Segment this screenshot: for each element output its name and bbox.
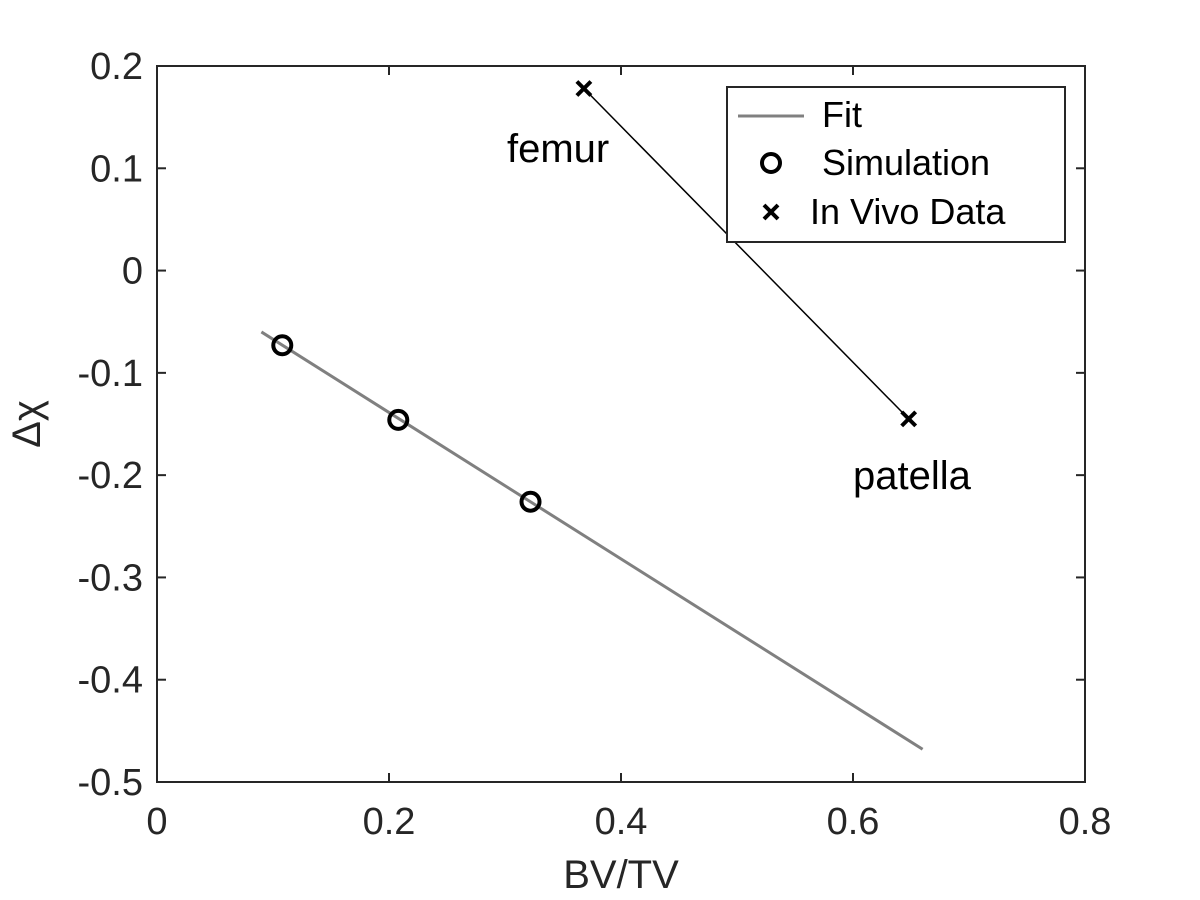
y-tick-label: 0 (122, 251, 143, 293)
y-tick-label: -0.2 (78, 455, 143, 497)
simulation-point (519, 490, 542, 513)
x-tick-label: 0.8 (1059, 801, 1112, 843)
x-tick-label: 0.4 (595, 801, 648, 843)
simulation-point (271, 334, 294, 357)
y-tick-label: -0.4 (78, 660, 143, 702)
y-axis-title: Δχ (5, 400, 49, 448)
tick-labels-layer: 0 0.2 0.4 0.6 0.8 0.2 0.1 0 -0.1 -0.2 -0.3 -0.4 -0.5 (78, 46, 1112, 843)
legend-fit-label: Fit (822, 94, 862, 135)
legend: Fit Simulation In Vivo Data (726, 86, 1066, 243)
x-tick-label: 0.6 (827, 801, 880, 843)
plot-area-frame (156, 65, 1086, 783)
annotation-femur: femur (507, 127, 609, 171)
x-axis-title: BV/TV (563, 853, 679, 897)
y-tick-label: -0.3 (78, 557, 143, 599)
annotation-patella: patella (853, 454, 972, 498)
legend-invivo-swatch (762, 203, 780, 221)
fit-line (260, 330, 924, 751)
legend-simulation-swatch (760, 152, 782, 174)
legend-invivo-label: In Vivo Data (810, 191, 1006, 232)
in-vivo-point (575, 80, 593, 97)
legend-box (726, 86, 1066, 243)
x-tick-label: 0.2 (363, 801, 416, 843)
data-layer (260, 80, 924, 751)
y-tick-label: -0.1 (78, 353, 143, 395)
y-tick-label: -0.5 (78, 762, 143, 804)
y-tick-label: 0.2 (90, 46, 143, 88)
legend-simulation-label: Simulation (822, 142, 990, 183)
in-vivo-line (583, 87, 910, 420)
annotations-layer: femur patella (507, 127, 972, 498)
y-tick-label: 0.1 (90, 148, 143, 190)
x-tick-label: 0 (146, 801, 167, 843)
simulation-point (387, 408, 410, 431)
in-vivo-point (900, 410, 918, 428)
